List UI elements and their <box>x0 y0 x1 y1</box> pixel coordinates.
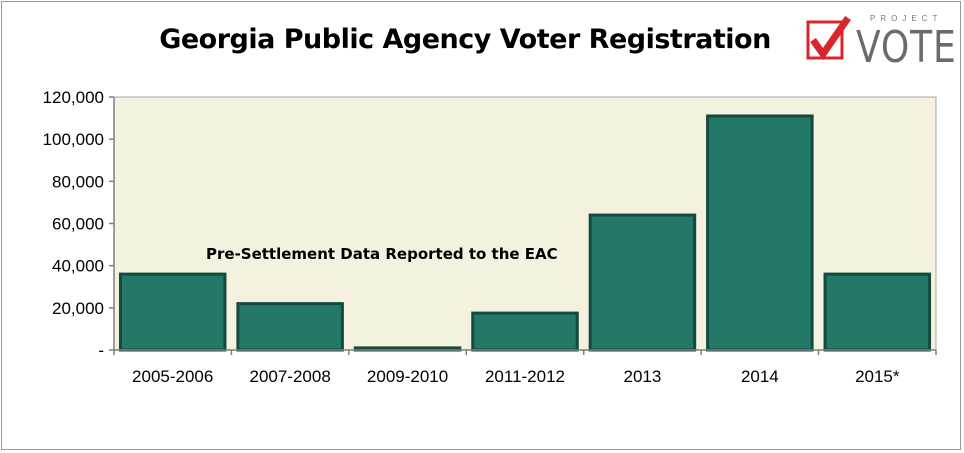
bar-20052006 <box>118 272 227 352</box>
x-tick-label: 2014 <box>741 367 779 386</box>
y-tick-label: 80,000 <box>52 172 104 191</box>
y-tick-label: - <box>98 341 104 360</box>
bar-2014 <box>706 114 814 352</box>
bar-20072008 <box>236 302 344 352</box>
y-tick-label: 60,000 <box>52 215 104 234</box>
y-tick-label: 100,000 <box>43 130 104 149</box>
x-tick-label: 2015* <box>855 367 900 386</box>
y-tick-label: 40,000 <box>52 257 104 276</box>
x-tick-label: 2007-2008 <box>249 367 330 386</box>
logo-big-text: VOTE <box>856 22 957 73</box>
x-tick-label: 2005-2006 <box>132 367 213 386</box>
bar-2015 <box>823 272 932 352</box>
chart-title: Georgia Public Agency Voter Registration <box>159 24 771 55</box>
x-tick-label: 2009-2010 <box>367 367 448 386</box>
x-tick-label: 2011-2012 <box>485 367 565 386</box>
annotation-label: Pre-Settlement Data Reported to the EAC <box>206 245 558 263</box>
y-tick-label: 20,000 <box>52 299 104 318</box>
bar-2013 <box>588 213 697 352</box>
project-vote-logo: PROJECT VOTE <box>806 12 956 73</box>
logo-small-text: PROJECT <box>870 14 943 23</box>
x-tick-label: 2013 <box>624 367 662 386</box>
y-tick-label: 120,000 <box>43 88 104 107</box>
bar-20112012 <box>471 311 579 352</box>
checkmark-icon <box>806 16 851 61</box>
